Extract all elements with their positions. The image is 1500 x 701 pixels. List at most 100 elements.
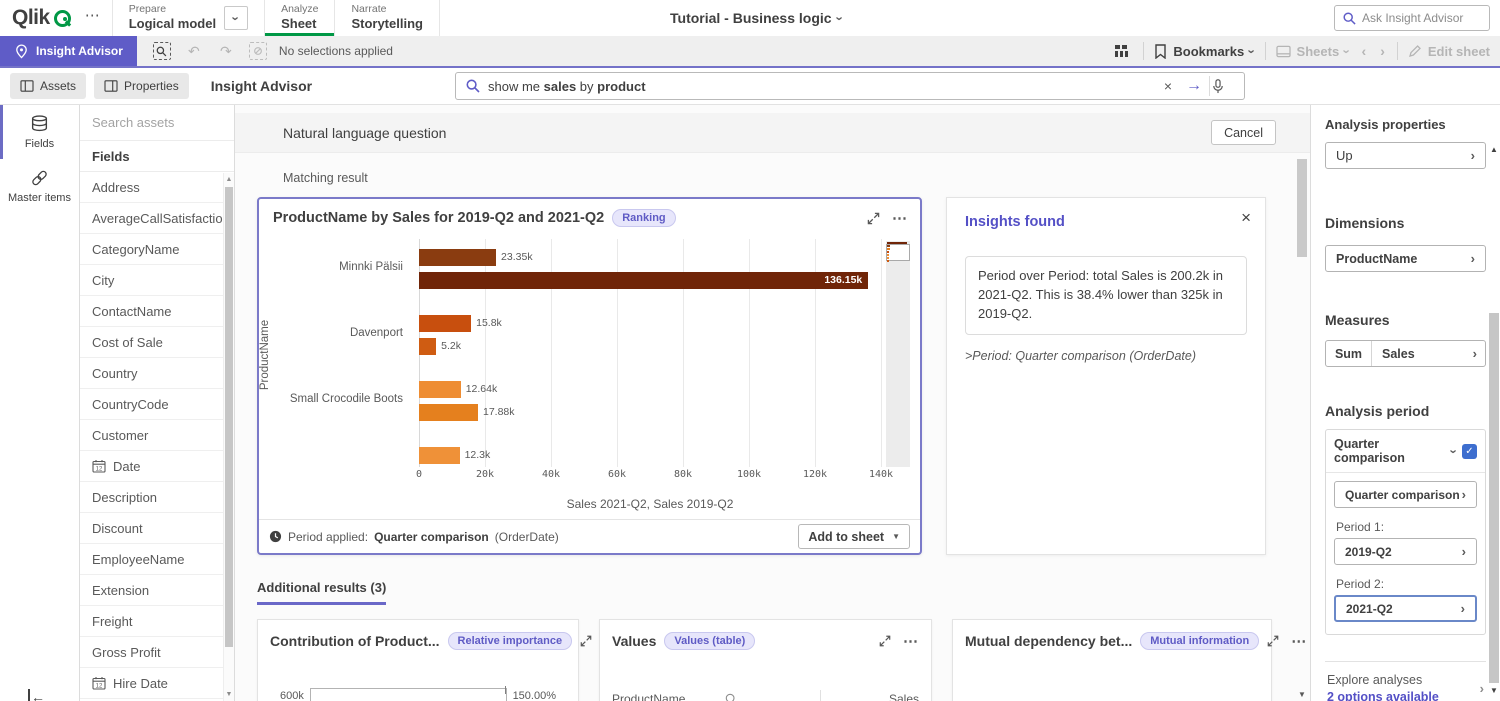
result-card-title: Values bbox=[612, 633, 657, 649]
field-item-country[interactable]: Country bbox=[80, 358, 234, 389]
card-more-menu-button[interactable]: ⋯ bbox=[903, 633, 919, 650]
sidebar-item-master-items[interactable]: Master items bbox=[0, 159, 79, 213]
check-icon: ✓ bbox=[1465, 445, 1474, 457]
field-label: CountryCode bbox=[92, 396, 169, 412]
result-card-values[interactable]: Values Values (table) ⋯ ProductName Sale… bbox=[599, 619, 932, 701]
period1-button[interactable]: 2019-Q2 › bbox=[1334, 538, 1477, 565]
measure-aggregation[interactable]: Sum bbox=[1326, 341, 1372, 366]
bar-sales-2021-q2[interactable] bbox=[419, 249, 497, 266]
scroll-down-icon[interactable]: ▼ bbox=[1298, 690, 1306, 699]
period2-button[interactable]: 2021-Q2 › bbox=[1334, 595, 1477, 622]
values-col-productname[interactable]: ProductName bbox=[612, 692, 686, 701]
cancel-button[interactable]: Cancel bbox=[1211, 120, 1276, 145]
field-item-extension[interactable]: Extension bbox=[80, 575, 234, 606]
expand-button[interactable] bbox=[879, 635, 891, 647]
field-item-contactname[interactable]: ContactName bbox=[80, 296, 234, 327]
more-menu-icon[interactable]: ⋯ bbox=[84, 7, 100, 24]
period-checkbox[interactable]: ✓ bbox=[1462, 443, 1477, 459]
values-col-sales[interactable]: Sales bbox=[888, 692, 919, 701]
nlq-search-bar[interactable]: show me sales by product × → bbox=[455, 72, 1245, 100]
chevron-down-icon: › bbox=[1446, 448, 1462, 454]
field-label: Description bbox=[92, 489, 158, 505]
step-forward-button[interactable]: ↷ bbox=[220, 42, 232, 59]
app-title-menu[interactable]: Tutorial - Business logic › bbox=[670, 0, 847, 36]
bar-sales-2021-q2[interactable] bbox=[419, 447, 460, 464]
field-item-categoryname[interactable]: CategoryName bbox=[80, 234, 234, 265]
field-item-averagecallsatisfaction[interactable]: AverageCallSatisfaction bbox=[80, 203, 234, 234]
bar-sales-2019-q2[interactable] bbox=[419, 272, 869, 289]
qlik-logo[interactable]: Qlik bbox=[0, 0, 81, 36]
bar-sales-2021-q2[interactable] bbox=[419, 315, 472, 332]
expand-button[interactable] bbox=[580, 635, 592, 647]
step-back-button[interactable]: ↶ bbox=[188, 42, 200, 59]
ask-insight-advisor-input[interactable]: Ask Insight Advisor bbox=[1334, 5, 1490, 31]
sort-up-button[interactable]: Up › bbox=[1325, 142, 1486, 169]
field-label: Discount bbox=[92, 520, 143, 536]
bar-sales-2021-q2[interactable] bbox=[419, 381, 461, 398]
insights-close-button[interactable]: × bbox=[1241, 208, 1251, 227]
add-to-sheet-button[interactable]: Add to sheet ▼ bbox=[798, 524, 910, 549]
selections-search-button[interactable] bbox=[151, 40, 173, 62]
insight-advisor-label: Insight Advisor bbox=[36, 44, 123, 58]
scroll-up-icon[interactable]: ▲ bbox=[225, 176, 233, 183]
scrollbar-thumb[interactable] bbox=[225, 187, 233, 647]
bar-sales-2019-q2[interactable] bbox=[419, 338, 437, 355]
assets-button[interactable]: Assets bbox=[10, 73, 87, 99]
field-item-city[interactable]: City bbox=[80, 265, 234, 296]
nav-tab-narrate[interactable]: Narrate Storytelling bbox=[334, 0, 440, 36]
clear-query-button[interactable]: × bbox=[1163, 78, 1173, 94]
properties-button[interactable]: Properties bbox=[94, 73, 189, 99]
edit-sheet-button[interactable]: Edit sheet bbox=[1408, 44, 1490, 59]
column-search-icon[interactable] bbox=[725, 693, 737, 701]
result-card-contribution[interactable]: Contribution of Product... Relative impo… bbox=[257, 619, 619, 701]
field-item-date[interactable]: 12 Date bbox=[80, 451, 234, 482]
clear-selections-button[interactable] bbox=[247, 40, 269, 62]
bar-sales-2019-q2[interactable] bbox=[419, 404, 478, 421]
nav-sup-label: Analyze bbox=[281, 3, 319, 16]
field-item-hire-date[interactable]: 12 Hire Date bbox=[80, 668, 234, 699]
search-assets-input[interactable] bbox=[80, 105, 234, 141]
chart-more-menu-button[interactable]: ⋯ bbox=[892, 210, 908, 227]
scroll-down-icon[interactable]: ▼ bbox=[1490, 686, 1498, 695]
previous-sheet-button[interactable]: ‹ bbox=[1361, 43, 1367, 59]
expand-button[interactable] bbox=[1267, 635, 1279, 647]
x-tick-label: 40k bbox=[541, 469, 561, 480]
measure-sales-button[interactable]: Sum Sales › bbox=[1325, 340, 1486, 367]
scroll-down-icon[interactable]: ▼ bbox=[225, 691, 233, 698]
field-item-cost-of-sale[interactable]: Cost of Sale bbox=[80, 327, 234, 358]
scrollbar-thumb[interactable] bbox=[1297, 159, 1307, 257]
card-more-menu-button[interactable]: ⋯ bbox=[1291, 633, 1308, 650]
next-sheet-button[interactable]: › bbox=[1380, 43, 1385, 59]
minimap-viewport[interactable] bbox=[886, 244, 910, 261]
insight-advisor-button[interactable]: Insight Advisor bbox=[0, 36, 137, 66]
dimension-productname-button[interactable]: ProductName › bbox=[1325, 245, 1486, 272]
field-item-freight[interactable]: Freight bbox=[80, 606, 234, 637]
app-overview-button[interactable] bbox=[1111, 40, 1133, 62]
field-item-countrycode[interactable]: CountryCode bbox=[80, 389, 234, 420]
expand-button[interactable] bbox=[867, 212, 880, 225]
scroll-up-icon[interactable]: ▲ bbox=[1490, 145, 1498, 154]
bookmarks-button[interactable]: Bookmarks › bbox=[1154, 44, 1260, 59]
additional-results-tab[interactable]: Additional results (3) bbox=[257, 580, 387, 605]
gridline bbox=[749, 239, 750, 467]
voice-input-button[interactable] bbox=[1212, 78, 1238, 94]
period-source-button[interactable]: Quarter comparison (OrderD... › bbox=[1334, 481, 1477, 508]
chart-minimap[interactable] bbox=[886, 241, 910, 467]
field-item-address[interactable]: Address bbox=[80, 172, 234, 203]
prepare-dropdown-button[interactable]: › bbox=[224, 6, 249, 30]
result-card-mutual-dependency[interactable]: Mutual dependency bet... Mutual informat… bbox=[952, 619, 1306, 701]
sidebar-item-fields[interactable]: Fields bbox=[0, 105, 79, 159]
nav-tab-analyze[interactable]: Analyze Sheet bbox=[264, 0, 335, 36]
field-item-customer[interactable]: Customer bbox=[80, 420, 234, 451]
period-type-dropdown[interactable]: Quarter comparison bbox=[1334, 437, 1405, 465]
scrollbar-thumb[interactable] bbox=[1489, 313, 1499, 683]
field-item-description[interactable]: Description bbox=[80, 482, 234, 513]
submit-query-button[interactable]: → bbox=[1186, 77, 1202, 94]
explore-analyses-button[interactable]: Explore analyses 2 options available › bbox=[1325, 662, 1486, 701]
field-item-employeename[interactable]: EmployeeName bbox=[80, 544, 234, 575]
nav-tab-prepare[interactable]: Prepare Logical model › bbox=[111, 0, 264, 36]
sheets-button[interactable]: Sheets › bbox=[1275, 44, 1355, 59]
field-item-gross-profit[interactable]: Gross Profit bbox=[80, 637, 234, 668]
minimap-bar bbox=[887, 257, 889, 259]
field-item-discount[interactable]: Discount bbox=[80, 513, 234, 544]
